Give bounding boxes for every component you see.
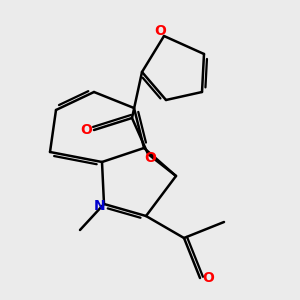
Text: N: N <box>93 199 105 213</box>
Text: O: O <box>144 151 156 165</box>
Text: O: O <box>80 123 92 137</box>
Text: O: O <box>154 24 166 38</box>
Text: O: O <box>202 271 214 285</box>
